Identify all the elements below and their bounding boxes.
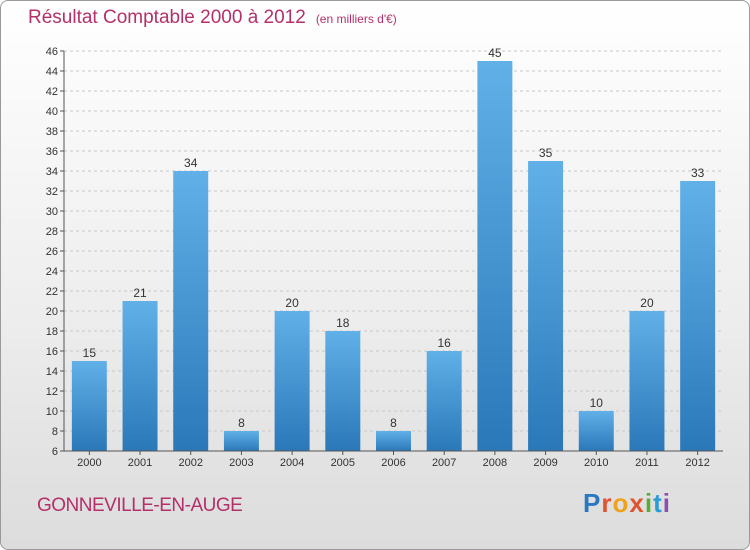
grid-lines bbox=[64, 50, 723, 452]
x-tick-label-2008: 2008 bbox=[483, 457, 507, 469]
value-label-2001: 21 bbox=[133, 286, 147, 300]
location-name: GONNEVILLE-EN-AUGE bbox=[37, 495, 243, 516]
y-tick-label: 44 bbox=[46, 66, 58, 78]
y-tick-label: 46 bbox=[46, 46, 58, 58]
x-tick-label-2010: 2010 bbox=[584, 457, 608, 469]
y-axis: 6 8 10 12 14 16 18 20 22 24 26 28 30 32 34 36 38 40 42 44 46 bbox=[46, 46, 65, 458]
x-tick-label-2006: 2006 bbox=[381, 457, 405, 469]
bar-2003 bbox=[223, 431, 259, 451]
logo-letter: x bbox=[629, 488, 645, 518]
logo-letter: t bbox=[653, 488, 663, 518]
x-tick-label-2002: 2002 bbox=[178, 457, 202, 469]
logo-letter: P bbox=[583, 488, 602, 518]
y-tick-label: 20 bbox=[46, 306, 58, 318]
value-label-2009: 35 bbox=[539, 146, 553, 160]
logo-letter: r bbox=[601, 488, 613, 518]
chart-subtitle: (en milliers d'€) bbox=[315, 12, 397, 26]
value-label-2006: 8 bbox=[390, 416, 397, 430]
bar-2011 bbox=[629, 311, 665, 451]
y-tick-label: 22 bbox=[46, 286, 58, 298]
proxiti-logo: Proxiti bbox=[583, 488, 671, 519]
bar-2002 bbox=[173, 171, 209, 451]
value-label-2010: 10 bbox=[590, 396, 604, 410]
logo-letter: i bbox=[662, 488, 671, 518]
x-tick-label-2011: 2011 bbox=[635, 457, 659, 469]
value-label-2004: 20 bbox=[285, 296, 299, 310]
logo-letter: i bbox=[644, 488, 654, 518]
bars: 15 21 34 8 20 18 8 16 45 35 10 20 33 bbox=[71, 46, 716, 451]
y-tick-label: 26 bbox=[46, 246, 58, 258]
logo-letter: o bbox=[612, 488, 630, 518]
y-tick-label: 8 bbox=[52, 426, 58, 438]
value-label-2012: 33 bbox=[691, 166, 705, 180]
y-tick-label: 32 bbox=[46, 186, 58, 198]
value-label-2002: 34 bbox=[184, 156, 198, 170]
bar-2001 bbox=[122, 301, 158, 451]
x-tick-label-2007: 2007 bbox=[432, 457, 456, 469]
y-tick-label: 38 bbox=[46, 126, 58, 138]
x-tick-label-2009: 2009 bbox=[533, 457, 557, 469]
y-tick-label: 6 bbox=[52, 446, 58, 458]
x-tick-label-2005: 2005 bbox=[331, 457, 355, 469]
x-tick-label-2000: 2000 bbox=[77, 457, 101, 469]
bar-2006 bbox=[376, 431, 411, 451]
y-tick-label: 24 bbox=[46, 266, 58, 278]
y-tick-label: 30 bbox=[46, 206, 58, 218]
bar-2008 bbox=[477, 61, 513, 451]
y-tick-label: 36 bbox=[46, 146, 58, 158]
value-label-2005: 18 bbox=[336, 316, 350, 330]
bar-2000 bbox=[71, 361, 107, 451]
y-tick-label: 14 bbox=[46, 366, 58, 378]
y-tick-label: 18 bbox=[46, 326, 58, 338]
bar-2007 bbox=[426, 351, 462, 451]
y-tick-label: 40 bbox=[46, 106, 58, 118]
x-tick-label-2003: 2003 bbox=[229, 457, 253, 469]
y-tick-label: 16 bbox=[46, 346, 58, 358]
value-label-2003: 8 bbox=[238, 416, 245, 430]
x-tick-label-2012: 2012 bbox=[685, 457, 709, 469]
chart-title: Résultat Comptable 2000 à 2012 (en millie… bbox=[28, 7, 397, 29]
x-tick-label-2004: 2004 bbox=[280, 457, 304, 469]
y-tick-label: 34 bbox=[46, 166, 58, 178]
value-label-2011: 20 bbox=[640, 296, 654, 310]
y-tick-label: 28 bbox=[46, 226, 58, 238]
value-label-2007: 16 bbox=[438, 336, 452, 350]
chart-title-text: Résultat Comptable 2000 à 2012 bbox=[28, 7, 306, 28]
value-label-2008: 45 bbox=[488, 46, 502, 60]
y-tick-label: 12 bbox=[46, 386, 58, 398]
x-tick-label-2001: 2001 bbox=[128, 457, 152, 469]
bar-2010 bbox=[578, 411, 614, 451]
bar-2012 bbox=[680, 181, 716, 451]
y-tick-label: 42 bbox=[46, 86, 58, 98]
bar-2009 bbox=[528, 161, 564, 451]
bar-2004 bbox=[274, 311, 310, 451]
value-label-2000: 15 bbox=[83, 346, 97, 360]
bar-2005 bbox=[325, 331, 361, 451]
y-tick-label: 10 bbox=[46, 406, 58, 418]
x-axis: 2000 2001 2002 2003 2004 2005 2006 2007 2008 2009… bbox=[64, 450, 723, 469]
